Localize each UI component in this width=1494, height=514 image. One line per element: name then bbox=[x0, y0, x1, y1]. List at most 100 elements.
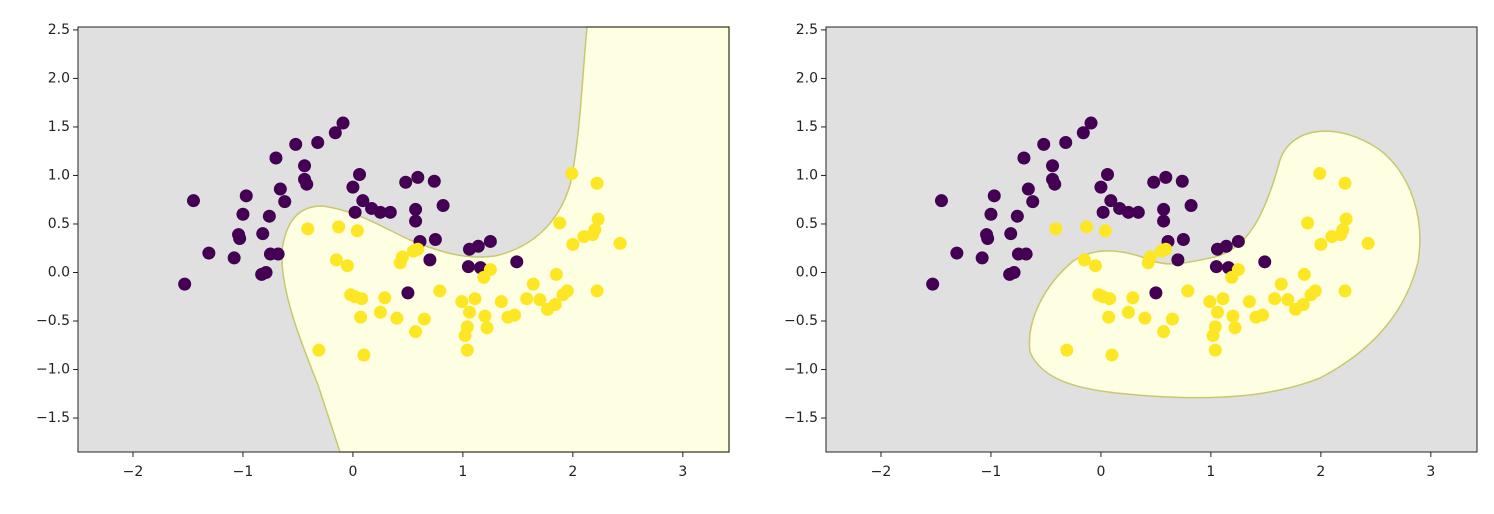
point bbox=[395, 250, 409, 264]
left-regions bbox=[78, 26, 730, 453]
point bbox=[312, 343, 326, 357]
x-tick-label: −1 bbox=[233, 464, 254, 480]
point bbox=[1301, 216, 1315, 230]
point bbox=[329, 253, 343, 267]
point bbox=[417, 312, 431, 326]
point bbox=[1231, 234, 1245, 248]
point bbox=[508, 308, 522, 322]
point bbox=[1226, 309, 1240, 323]
point bbox=[1165, 312, 1179, 326]
point bbox=[256, 227, 270, 241]
y-tick-label: 2.5 bbox=[48, 22, 70, 38]
point bbox=[1219, 239, 1233, 253]
point bbox=[236, 207, 250, 221]
y-tick-label: 1.5 bbox=[796, 119, 818, 135]
point bbox=[934, 194, 948, 208]
point bbox=[613, 236, 627, 250]
point bbox=[1102, 310, 1116, 324]
point bbox=[1338, 176, 1352, 190]
point bbox=[354, 310, 368, 324]
point bbox=[1184, 199, 1198, 213]
point bbox=[975, 251, 989, 265]
point bbox=[271, 247, 285, 261]
point bbox=[1210, 305, 1224, 319]
point bbox=[1336, 223, 1350, 237]
y-tick-label: −1.0 bbox=[784, 362, 818, 378]
x-tick-label: −2 bbox=[871, 464, 892, 480]
point bbox=[1037, 137, 1051, 151]
y-tick-label: 1.5 bbox=[48, 119, 70, 135]
point bbox=[409, 214, 423, 228]
point bbox=[1076, 126, 1090, 140]
point bbox=[373, 205, 387, 219]
point bbox=[423, 253, 437, 267]
point bbox=[1339, 212, 1353, 226]
point bbox=[186, 194, 200, 208]
point bbox=[1242, 295, 1256, 309]
point bbox=[461, 260, 475, 274]
x-tick-label: 0 bbox=[1096, 464, 1105, 480]
point bbox=[1046, 159, 1060, 173]
point bbox=[1004, 227, 1018, 241]
point bbox=[346, 180, 360, 194]
axes-frame bbox=[825, 26, 1478, 453]
point bbox=[1094, 180, 1108, 194]
point bbox=[427, 174, 441, 188]
point bbox=[428, 233, 442, 246]
point bbox=[1017, 151, 1031, 165]
y-tick-label: 2.0 bbox=[796, 70, 818, 86]
y-tick-label: 2.5 bbox=[796, 22, 818, 38]
point bbox=[1138, 311, 1152, 325]
point bbox=[348, 205, 362, 219]
point bbox=[1256, 308, 1270, 322]
point bbox=[1216, 292, 1230, 306]
point bbox=[300, 177, 314, 191]
y-tick-label: 1.0 bbox=[796, 167, 818, 183]
x-tick-label: 2 bbox=[1316, 464, 1325, 480]
point bbox=[356, 194, 370, 208]
y-tick-label: 0.0 bbox=[796, 264, 818, 280]
point bbox=[357, 348, 371, 362]
point bbox=[468, 292, 482, 306]
point bbox=[560, 284, 574, 298]
point bbox=[378, 291, 392, 305]
point bbox=[1258, 255, 1272, 269]
point bbox=[411, 242, 425, 256]
point bbox=[590, 284, 604, 298]
point bbox=[1175, 174, 1189, 188]
point bbox=[336, 116, 350, 130]
point bbox=[1121, 305, 1135, 319]
point bbox=[588, 223, 602, 237]
point bbox=[1206, 329, 1220, 343]
point bbox=[1105, 348, 1119, 362]
point bbox=[278, 195, 292, 209]
x-tick-label: 2 bbox=[568, 464, 577, 480]
point bbox=[232, 228, 246, 242]
x-tick-label: 1 bbox=[1206, 464, 1215, 480]
point bbox=[1268, 292, 1282, 306]
point bbox=[477, 270, 491, 284]
point bbox=[311, 135, 325, 149]
point bbox=[269, 151, 283, 165]
point bbox=[1147, 175, 1161, 189]
point bbox=[436, 199, 450, 213]
point bbox=[373, 305, 387, 319]
point bbox=[1131, 205, 1145, 219]
point bbox=[1314, 237, 1328, 251]
point bbox=[332, 220, 346, 234]
point bbox=[1092, 288, 1106, 302]
point bbox=[1080, 220, 1094, 234]
point bbox=[987, 189, 1001, 203]
point bbox=[926, 277, 940, 291]
point bbox=[1077, 253, 1091, 267]
point bbox=[1171, 253, 1185, 267]
point bbox=[471, 239, 485, 253]
point bbox=[355, 292, 369, 306]
point bbox=[1208, 343, 1222, 357]
y-tick-label: 0.0 bbox=[48, 264, 70, 280]
point bbox=[328, 126, 342, 140]
point bbox=[1338, 284, 1352, 298]
point bbox=[178, 277, 192, 291]
